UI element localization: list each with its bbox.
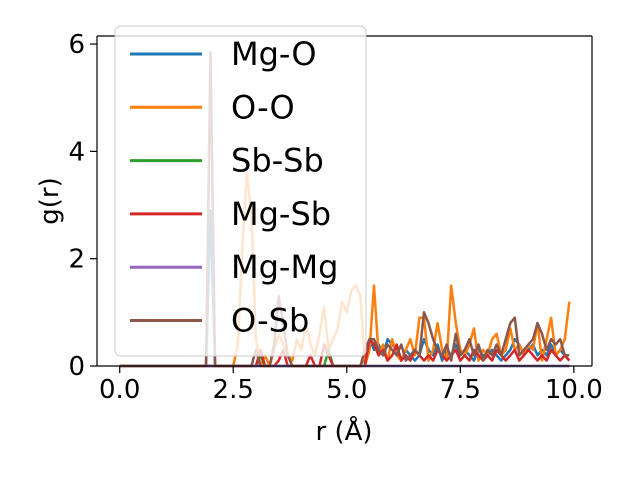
y-tick-label: 4 [68,137,85,167]
legend: Mg-O O-O Sb-Sb Mg-Sb Mg-Mg O-Sb [114,25,367,357]
y-tick-label: 0 [68,352,85,382]
legend-entries: Mg-O O-O Sb-Sb Mg-Sb Mg-Mg O-Sb [130,35,338,340]
ticks-layer: 0.0 2.5 5.0 7.5 10.0 0 2 4 6 [68,30,602,405]
legend-label-o-sb: O-Sb [231,302,309,340]
legend-label-mg-o: Mg-O [231,35,317,73]
y-axis-label: g(r) [35,177,65,224]
x-tick-label: 7.5 [440,375,481,405]
x-tick-label: 2.5 [213,375,254,405]
x-axis-label: r (Å) [315,415,372,447]
y-tick-label: 2 [68,245,85,275]
x-tick-label: 10.0 [545,375,603,405]
legend-label-mg-sb: Mg-Sb [231,195,331,233]
legend-label-mg-mg: Mg-Mg [231,248,338,286]
legend-label-o-o: O-O [231,88,295,126]
x-tick-label: 5.0 [326,375,367,405]
legend-label-sb-sb: Sb-Sb [231,142,324,180]
y-tick-label: 6 [68,30,85,60]
x-tick-label: 0.0 [99,375,140,405]
